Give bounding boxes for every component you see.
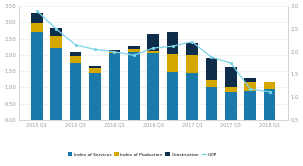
Bar <box>31 32 42 120</box>
Bar <box>167 54 178 72</box>
Bar <box>245 91 256 120</box>
Bar <box>147 35 159 51</box>
Bar <box>128 52 140 120</box>
Bar <box>167 72 178 120</box>
Bar <box>108 53 120 120</box>
Bar <box>70 56 82 63</box>
Bar <box>89 68 101 73</box>
Bar <box>50 48 62 120</box>
Bar <box>89 73 101 120</box>
Bar <box>206 80 217 87</box>
Bar <box>225 92 237 120</box>
Bar <box>108 50 120 52</box>
Bar <box>186 73 198 120</box>
Bar <box>245 78 256 82</box>
Bar <box>70 52 82 56</box>
Bar <box>264 89 275 120</box>
Bar <box>147 51 159 53</box>
Legend: Index of Services, Index of Production, Construction, GDP: Index of Services, Index of Production, … <box>66 151 219 158</box>
Bar <box>245 82 256 91</box>
Bar <box>50 28 62 36</box>
Bar <box>225 67 237 87</box>
Bar <box>89 66 101 68</box>
Bar <box>50 36 62 48</box>
Bar <box>147 53 159 120</box>
Bar <box>225 87 237 92</box>
Bar <box>167 32 178 54</box>
Bar <box>206 58 217 80</box>
Bar <box>186 55 198 73</box>
Bar <box>264 120 275 124</box>
Bar <box>264 82 275 89</box>
Bar <box>128 46 140 49</box>
Bar <box>128 49 140 52</box>
Bar <box>70 63 82 120</box>
Bar <box>31 13 42 23</box>
Bar <box>108 52 120 53</box>
Bar <box>186 43 198 55</box>
Bar <box>31 23 42 32</box>
Bar <box>206 87 217 120</box>
